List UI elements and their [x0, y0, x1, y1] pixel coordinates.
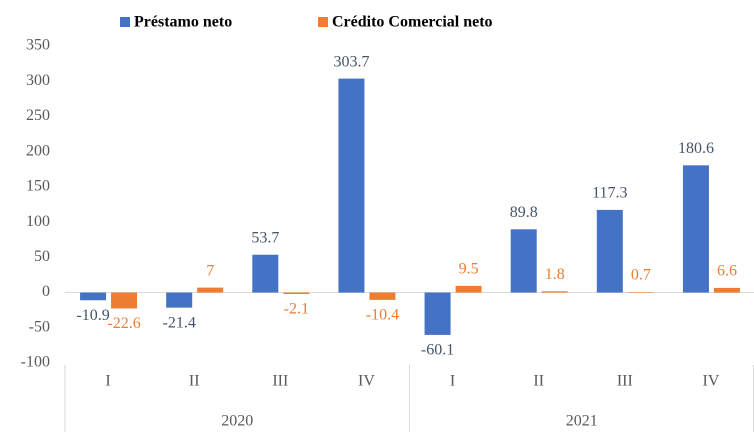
bar	[541, 291, 568, 293]
y-tick-label: 200	[26, 142, 50, 159]
group-label: 2021	[566, 413, 598, 430]
data-label: 180.6	[678, 140, 714, 157]
bar	[596, 209, 623, 293]
x-tick-label: IV	[702, 373, 719, 390]
data-label: 53.7	[251, 229, 279, 246]
legend-swatch	[318, 17, 328, 27]
y-tick-label: 300	[26, 72, 50, 89]
data-label: 0.7	[631, 267, 651, 284]
y-tick-label: 50	[34, 248, 50, 265]
data-label: 89.8	[510, 204, 538, 221]
legend-label: Préstamo neto	[134, 14, 232, 31]
x-tick-label: III	[617, 373, 633, 390]
bar	[682, 165, 709, 293]
bar	[713, 287, 740, 293]
x-tick-label: IV	[358, 373, 375, 390]
y-tick-label: 150	[26, 178, 50, 195]
x-tick-label: III	[272, 373, 288, 390]
data-label: 9.5	[459, 261, 479, 278]
bar	[111, 292, 138, 309]
data-label: -2.1	[284, 301, 309, 318]
data-label: 117.3	[592, 185, 627, 202]
bar	[197, 287, 224, 293]
data-label: -21.4	[163, 314, 196, 331]
y-tick-label: 0	[42, 283, 50, 300]
y-tick-label: 250	[26, 107, 50, 124]
x-tick-label: II	[189, 373, 200, 390]
y-tick-label: 100	[26, 213, 50, 230]
data-label: -22.6	[107, 315, 140, 332]
data-label: 1.8	[545, 266, 565, 283]
x-tick-label: II	[533, 373, 544, 390]
y-tick-label: -100	[21, 354, 50, 371]
legend-label: Crédito Comercial neto	[332, 14, 493, 31]
data-label: -60.1	[421, 342, 454, 359]
x-tick-label: I	[105, 373, 110, 390]
data-label: 7	[206, 262, 214, 279]
bar	[424, 292, 451, 335]
bar	[283, 292, 310, 295]
data-label: -10.4	[366, 307, 399, 324]
bar	[510, 229, 537, 293]
bar	[455, 285, 482, 293]
bar	[80, 292, 107, 301]
data-label: 6.6	[717, 263, 737, 280]
bar	[338, 78, 365, 293]
y-tick-label: 350	[26, 37, 50, 54]
legend-swatch	[120, 17, 130, 27]
data-label: -10.9	[76, 307, 109, 324]
y-tick-label: -50	[29, 318, 50, 335]
bar	[369, 292, 396, 300]
bar	[252, 254, 279, 293]
x-tick-label: I	[450, 373, 455, 390]
group-label: 2020	[221, 413, 253, 430]
data-label: 303.7	[333, 53, 369, 70]
bar	[166, 292, 193, 308]
